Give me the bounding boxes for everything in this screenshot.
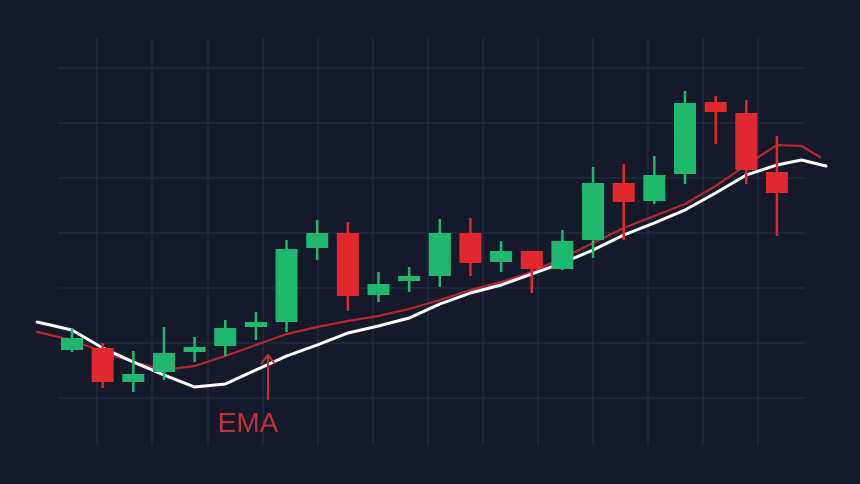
candle — [367, 272, 390, 302]
candle — [61, 328, 84, 352]
candle — [398, 267, 421, 292]
ema-line — [36, 143, 821, 372]
candle — [673, 91, 696, 184]
marks — [35, 91, 828, 392]
candle-body — [244, 322, 267, 327]
annotation-text: EMA — [218, 407, 279, 438]
candle-body — [551, 241, 574, 269]
grid — [58, 38, 805, 445]
candle — [183, 337, 206, 362]
candle-body — [61, 338, 84, 350]
candle — [275, 240, 298, 332]
candle — [214, 320, 237, 356]
candle-body — [398, 276, 421, 281]
candle-body — [428, 233, 451, 276]
candle-body — [765, 172, 788, 193]
candle — [428, 219, 451, 287]
candle-body — [336, 233, 359, 296]
candle — [122, 351, 145, 392]
candle-body — [490, 251, 513, 262]
candle-body — [275, 249, 298, 322]
candle — [91, 343, 114, 388]
candle — [336, 222, 359, 311]
candle — [459, 218, 482, 276]
candle-body — [643, 175, 666, 201]
candle-body — [306, 233, 329, 248]
arrow-head — [260, 353, 276, 365]
candle-body — [214, 328, 237, 346]
candle-body — [459, 233, 482, 263]
candle — [520, 251, 543, 293]
candle — [490, 241, 513, 272]
candle-body — [704, 102, 727, 112]
candle — [643, 156, 666, 204]
candle-body — [122, 374, 145, 382]
candle — [612, 164, 635, 240]
annotation: EMA — [218, 353, 279, 438]
candle-body — [367, 284, 390, 295]
candle-body — [520, 251, 543, 269]
candle — [306, 220, 329, 260]
candle-body — [152, 353, 175, 372]
ema-line — [35, 158, 828, 389]
candle-body — [735, 113, 758, 170]
candle — [582, 167, 605, 258]
candle — [704, 96, 727, 144]
candle — [551, 230, 574, 270]
candle — [765, 136, 788, 236]
candle — [152, 327, 175, 380]
candle-body — [673, 103, 696, 174]
candle-body — [183, 347, 206, 352]
candle — [244, 312, 267, 340]
candle-body — [612, 183, 635, 202]
candle-body — [582, 183, 605, 240]
candle-body — [91, 348, 114, 382]
candle — [735, 100, 758, 184]
